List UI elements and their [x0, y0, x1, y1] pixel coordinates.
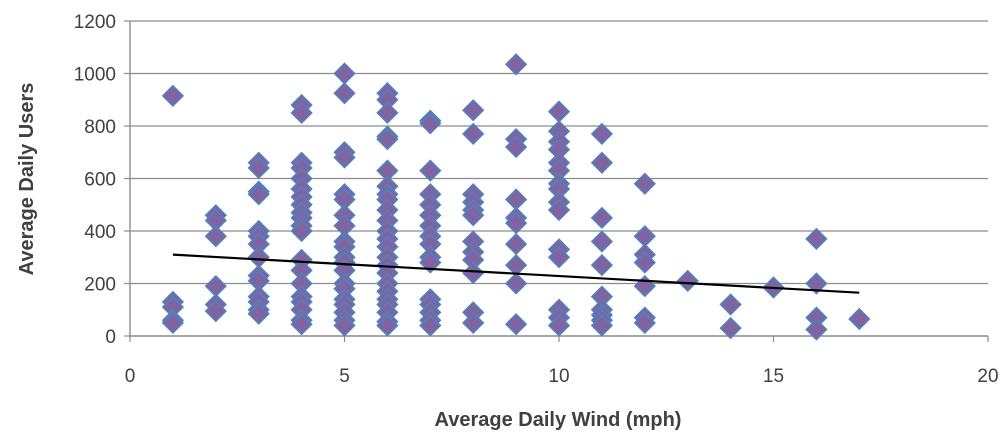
data-point — [204, 225, 227, 248]
x-tick-label: 15 — [763, 366, 784, 387]
data-point — [590, 314, 614, 337]
data-point — [805, 318, 828, 341]
data-point — [805, 227, 828, 251]
trendline-layer — [172, 253, 860, 294]
data-point — [633, 225, 656, 248]
data-point — [419, 112, 442, 135]
data-point — [633, 274, 656, 298]
data-point — [462, 311, 485, 335]
data-point — [376, 127, 399, 151]
x-tick-label: 10 — [548, 366, 569, 387]
y-tick-label: 1200 — [74, 12, 116, 33]
data-point — [419, 314, 442, 337]
x-tick-label: 20 — [977, 366, 998, 387]
data-point — [504, 313, 528, 336]
data-point — [547, 314, 571, 337]
data-point — [590, 253, 614, 277]
y-tick-label: 400 — [84, 222, 116, 243]
data-point — [805, 272, 828, 295]
y-tick-label: 0 — [105, 327, 116, 348]
y-tick-label: 800 — [84, 117, 116, 138]
data-point — [719, 293, 742, 316]
data-points — [161, 53, 871, 341]
data-point — [419, 251, 442, 274]
data-point — [204, 274, 227, 298]
data-point — [290, 101, 313, 125]
data-point — [504, 272, 528, 295]
data-point — [462, 122, 485, 146]
x-tick-label: 5 — [339, 366, 350, 387]
data-point — [719, 316, 742, 340]
data-point — [504, 253, 528, 277]
data-point — [590, 206, 614, 230]
data-point — [333, 62, 356, 85]
data-point — [504, 188, 528, 211]
y-tick-label: 1000 — [74, 65, 116, 86]
x-axis-title: Average Daily Wind (mph) — [435, 409, 682, 431]
data-point — [333, 314, 356, 337]
data-point — [462, 261, 485, 285]
data-point — [376, 314, 399, 337]
data-point — [290, 313, 313, 336]
trendline — [172, 253, 860, 294]
y-tick-label: 200 — [84, 275, 116, 296]
data-point — [547, 246, 571, 269]
data-point — [547, 100, 571, 123]
data-point — [590, 151, 614, 174]
data-point — [504, 232, 528, 256]
data-point — [333, 146, 356, 169]
data-point — [161, 311, 185, 335]
data-point — [504, 135, 528, 159]
x-tick-label: 0 — [125, 366, 136, 387]
data-point — [590, 122, 614, 146]
x-axis-tick-labels: 0 5 10 15 20 — [125, 366, 999, 387]
data-point — [247, 156, 270, 180]
data-point — [676, 269, 699, 293]
data-point — [504, 53, 528, 76]
y-tick-label: 600 — [84, 170, 116, 191]
y-axis-tick-labels: 0 200 400 600 800 1000 1200 — [74, 12, 116, 348]
data-point — [590, 230, 614, 253]
data-point — [848, 307, 871, 331]
data-point — [547, 198, 571, 222]
data-point — [333, 82, 356, 105]
data-point — [247, 246, 270, 269]
data-point — [633, 251, 656, 274]
data-point — [633, 311, 656, 335]
data-point — [462, 204, 485, 227]
data-point — [290, 219, 313, 243]
y-axis-title: Average Daily Users — [16, 83, 38, 276]
data-point — [462, 99, 485, 122]
data-point — [376, 101, 399, 125]
data-point — [633, 172, 656, 195]
data-point — [247, 183, 270, 206]
data-point — [204, 299, 227, 323]
data-point — [419, 159, 442, 182]
data-point — [161, 84, 185, 107]
data-point — [247, 302, 270, 325]
